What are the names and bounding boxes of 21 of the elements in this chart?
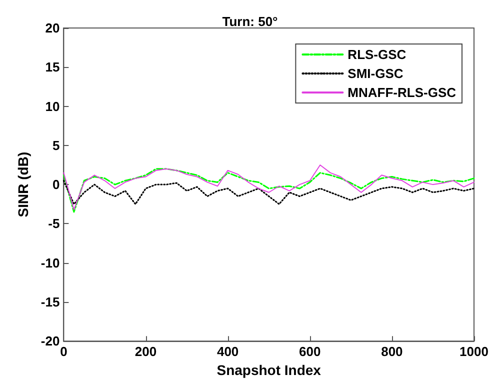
y-tick-label: -5 (48, 216, 60, 232)
legend-label: RLS-GSC (348, 47, 407, 62)
y-tick-label: 10 (45, 98, 60, 114)
legend-label: MNAFF-RLS-GSC (348, 85, 457, 100)
x-tick-label: 600 (299, 344, 321, 360)
y-tick-label: 20 (45, 20, 60, 36)
y-tick-label: 5 (52, 138, 60, 153)
y-tick-label: 0 (52, 177, 60, 192)
legend-label: SMI-GSC (348, 66, 404, 81)
x-tick-label: 800 (381, 344, 403, 360)
x-tick-label: 1000 (460, 344, 488, 360)
x-tick-label: 400 (216, 344, 239, 360)
y-tick-label: -20 (40, 334, 60, 349)
y-tick-label: -15 (40, 294, 60, 310)
chart-title: Turn: 50° (222, 14, 278, 29)
x-tick-label: 200 (134, 344, 157, 360)
line-series (62, 180, 475, 205)
x-axis-title: Snapshot Index (216, 362, 322, 378)
y-axis-title: SINR (dB) (15, 152, 31, 218)
y-tick-label: 15 (45, 60, 60, 75)
y-tick-label: -10 (40, 255, 60, 270)
